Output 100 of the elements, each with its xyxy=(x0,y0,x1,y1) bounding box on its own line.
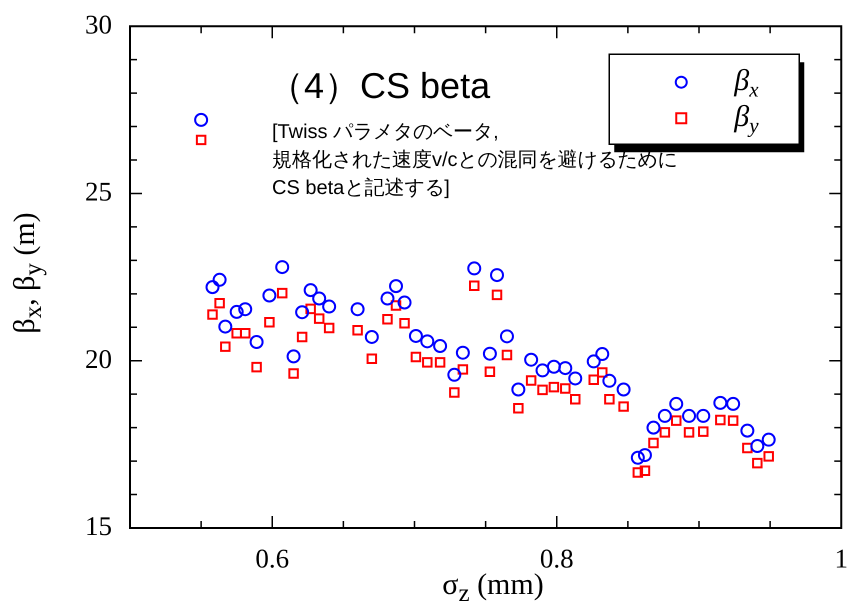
point xyxy=(364,330,379,344)
point xyxy=(207,309,218,320)
point xyxy=(595,347,610,362)
point xyxy=(524,352,538,367)
point xyxy=(537,384,548,396)
point xyxy=(616,382,631,397)
point xyxy=(240,328,250,339)
point xyxy=(312,292,326,306)
point xyxy=(433,339,448,354)
point xyxy=(390,300,402,311)
y-tick-label: 25 xyxy=(85,176,112,207)
point xyxy=(288,368,299,379)
point xyxy=(410,352,422,362)
point xyxy=(212,272,227,287)
point xyxy=(740,424,754,438)
point xyxy=(262,288,276,302)
point xyxy=(214,298,225,308)
point xyxy=(660,427,670,438)
point xyxy=(630,450,645,465)
point xyxy=(669,396,684,411)
point xyxy=(752,458,763,468)
point xyxy=(304,283,318,298)
point xyxy=(408,328,423,343)
point xyxy=(604,394,615,404)
point xyxy=(713,396,728,410)
point xyxy=(382,314,393,324)
point xyxy=(586,354,601,368)
point xyxy=(469,280,480,292)
point xyxy=(762,432,776,447)
point xyxy=(380,292,394,306)
point xyxy=(536,363,550,378)
point xyxy=(588,374,599,386)
point xyxy=(422,357,433,368)
x-tick-label: 0.6 xyxy=(255,543,290,574)
x-tick-label: 1 xyxy=(834,543,848,574)
point xyxy=(558,361,572,376)
point xyxy=(568,371,582,386)
point xyxy=(350,302,365,316)
point xyxy=(698,426,709,437)
point xyxy=(548,382,560,392)
point xyxy=(742,442,753,454)
point xyxy=(352,325,363,336)
point xyxy=(502,350,512,360)
point xyxy=(194,112,208,127)
point xyxy=(286,349,301,364)
point xyxy=(648,438,659,448)
point xyxy=(296,332,308,342)
point xyxy=(238,302,252,316)
point xyxy=(276,288,288,298)
point xyxy=(456,346,470,360)
point xyxy=(646,420,660,435)
point xyxy=(684,427,694,438)
point xyxy=(638,448,652,462)
y-tick-label: 30 xyxy=(85,9,112,40)
point xyxy=(230,304,244,319)
annotation: （4）CS beta xyxy=(268,64,490,108)
point xyxy=(250,335,264,349)
point xyxy=(671,415,682,426)
point xyxy=(389,279,404,294)
point xyxy=(467,261,482,276)
point xyxy=(750,439,764,454)
point xyxy=(264,317,275,328)
point xyxy=(570,394,580,404)
point xyxy=(251,362,262,372)
point xyxy=(658,408,672,423)
point xyxy=(682,408,696,423)
point xyxy=(196,134,206,146)
point xyxy=(763,451,774,462)
point xyxy=(640,466,650,476)
point xyxy=(458,364,468,375)
point xyxy=(500,329,514,344)
point xyxy=(726,396,740,411)
point xyxy=(434,357,446,368)
point xyxy=(231,328,242,339)
point xyxy=(324,322,334,334)
point xyxy=(420,334,434,348)
point xyxy=(618,401,629,412)
point xyxy=(447,368,462,382)
point xyxy=(560,383,571,394)
point xyxy=(366,353,378,364)
point xyxy=(218,320,232,334)
point xyxy=(305,304,316,314)
point xyxy=(511,382,526,397)
point xyxy=(449,387,460,398)
point xyxy=(526,375,536,386)
point xyxy=(295,305,310,320)
point xyxy=(314,313,324,324)
point xyxy=(632,467,644,478)
point xyxy=(492,290,502,300)
point xyxy=(399,318,410,329)
point xyxy=(513,402,524,414)
y-tick-label: 20 xyxy=(85,344,112,374)
point xyxy=(602,374,616,388)
y-tick-label: 15 xyxy=(85,511,112,542)
point xyxy=(398,296,412,310)
point xyxy=(484,366,496,378)
point xyxy=(597,367,608,378)
point xyxy=(322,300,336,314)
point xyxy=(206,280,220,294)
point xyxy=(275,260,290,274)
